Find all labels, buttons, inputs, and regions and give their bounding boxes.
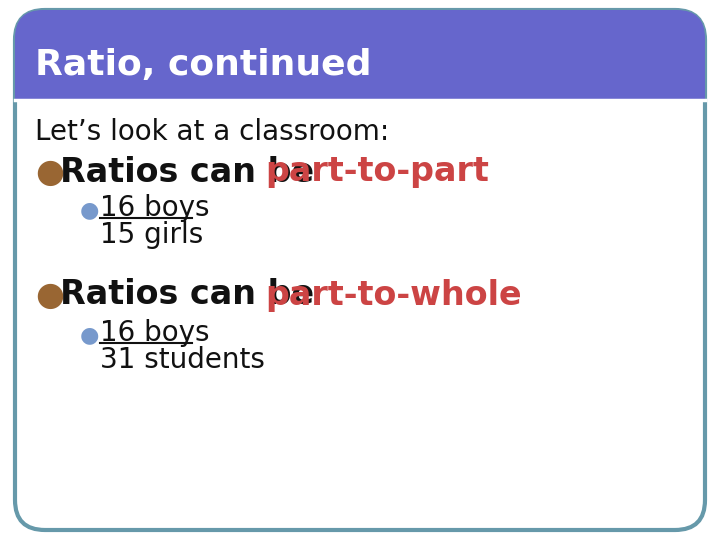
Text: ●: ● xyxy=(80,200,99,220)
Text: 16 boys: 16 boys xyxy=(100,319,210,347)
Text: Ratios can be: Ratios can be xyxy=(60,279,325,312)
Text: part-to-part: part-to-part xyxy=(265,156,489,188)
Text: ●: ● xyxy=(35,156,64,188)
Text: ●: ● xyxy=(35,279,64,312)
Text: 31 students: 31 students xyxy=(100,346,265,374)
Text: Ratio, continued: Ratio, continued xyxy=(35,48,372,82)
Bar xyxy=(15,55,705,100)
Text: part-to-whole: part-to-whole xyxy=(265,279,521,312)
Text: ●: ● xyxy=(80,325,99,345)
FancyBboxPatch shape xyxy=(15,10,705,530)
Text: 15 girls: 15 girls xyxy=(100,221,203,249)
Text: Let’s look at a classroom:: Let’s look at a classroom: xyxy=(35,118,390,146)
FancyBboxPatch shape xyxy=(15,10,705,100)
Text: Ratios can be: Ratios can be xyxy=(60,156,325,188)
Text: 16 boys: 16 boys xyxy=(100,194,210,222)
